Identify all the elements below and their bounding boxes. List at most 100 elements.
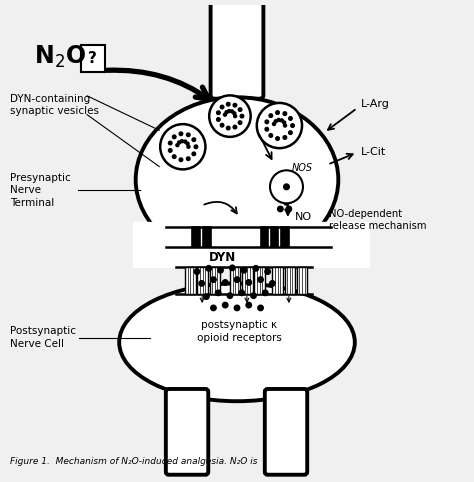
Circle shape (276, 111, 279, 114)
Circle shape (211, 305, 216, 310)
Circle shape (270, 281, 275, 286)
FancyBboxPatch shape (166, 389, 208, 475)
Circle shape (217, 111, 220, 115)
Circle shape (277, 119, 280, 121)
Circle shape (233, 125, 237, 129)
Circle shape (222, 302, 228, 308)
Ellipse shape (119, 283, 355, 401)
Circle shape (253, 266, 259, 271)
Circle shape (289, 131, 292, 134)
Circle shape (257, 103, 302, 148)
Circle shape (283, 112, 287, 115)
Circle shape (192, 152, 196, 156)
Circle shape (283, 124, 287, 127)
Circle shape (173, 155, 176, 159)
Circle shape (194, 145, 198, 148)
Circle shape (220, 123, 224, 127)
Circle shape (183, 140, 187, 143)
Circle shape (273, 122, 275, 125)
Circle shape (291, 124, 294, 127)
Circle shape (234, 305, 240, 310)
Ellipse shape (136, 97, 338, 262)
Circle shape (269, 134, 273, 137)
Circle shape (263, 290, 268, 295)
Circle shape (179, 132, 183, 135)
Circle shape (222, 280, 228, 285)
Circle shape (293, 192, 299, 198)
Bar (203, 227, 210, 247)
Circle shape (209, 95, 251, 137)
Circle shape (283, 136, 287, 139)
Circle shape (220, 105, 224, 109)
Circle shape (230, 110, 234, 113)
Bar (284, 267, 295, 294)
Circle shape (283, 121, 286, 124)
Bar (271, 227, 278, 247)
Circle shape (223, 113, 227, 116)
Circle shape (211, 277, 216, 282)
Text: DYN: DYN (209, 251, 237, 264)
Bar (255, 267, 265, 294)
Bar (242, 267, 253, 294)
Circle shape (178, 141, 181, 144)
Circle shape (229, 265, 235, 270)
Circle shape (227, 293, 233, 298)
Circle shape (194, 269, 200, 274)
Bar (185, 267, 196, 294)
Bar (210, 267, 220, 294)
Circle shape (176, 144, 179, 147)
Circle shape (246, 280, 252, 285)
Circle shape (186, 133, 190, 136)
Circle shape (192, 138, 196, 141)
Circle shape (241, 268, 247, 273)
Bar (261, 227, 268, 247)
Bar (192, 227, 200, 247)
Circle shape (270, 170, 303, 203)
Circle shape (234, 115, 237, 118)
Bar (197, 267, 208, 294)
FancyBboxPatch shape (265, 389, 307, 475)
Text: ?: ? (88, 51, 97, 66)
Circle shape (168, 148, 172, 152)
Circle shape (238, 121, 242, 124)
Circle shape (187, 145, 190, 148)
Circle shape (283, 184, 289, 189)
Circle shape (274, 120, 277, 123)
Bar (297, 267, 307, 294)
Circle shape (269, 114, 273, 118)
Circle shape (258, 277, 263, 282)
Text: N$_2$O: N$_2$O (34, 44, 86, 70)
Circle shape (217, 118, 220, 121)
Circle shape (233, 104, 237, 107)
FancyBboxPatch shape (210, 0, 264, 99)
Bar (230, 267, 240, 294)
Bar (273, 267, 283, 294)
Circle shape (206, 266, 211, 271)
Text: NOS: NOS (292, 162, 313, 173)
Circle shape (233, 112, 236, 115)
Circle shape (225, 111, 228, 114)
Circle shape (227, 103, 230, 106)
Circle shape (278, 206, 283, 212)
Text: Presynaptic
Nerve
Terminal: Presynaptic Nerve Terminal (10, 173, 71, 208)
Circle shape (238, 108, 242, 111)
Circle shape (181, 140, 183, 143)
Circle shape (265, 269, 270, 274)
Circle shape (204, 294, 209, 299)
Text: L-Arg: L-Arg (360, 99, 389, 109)
Circle shape (265, 127, 269, 131)
Circle shape (280, 119, 283, 122)
Bar (133, 222, 369, 267)
Circle shape (218, 268, 223, 273)
Circle shape (265, 120, 269, 124)
Circle shape (168, 141, 172, 145)
Circle shape (186, 142, 189, 145)
Circle shape (173, 135, 176, 139)
Text: NO-dependent
release mechanism: NO-dependent release mechanism (329, 209, 427, 231)
Circle shape (179, 158, 183, 161)
Circle shape (246, 302, 252, 308)
Text: Postsynaptic
Nerve Cell: Postsynaptic Nerve Cell (10, 326, 76, 349)
Circle shape (276, 137, 279, 140)
Circle shape (240, 114, 244, 118)
Circle shape (186, 157, 190, 161)
